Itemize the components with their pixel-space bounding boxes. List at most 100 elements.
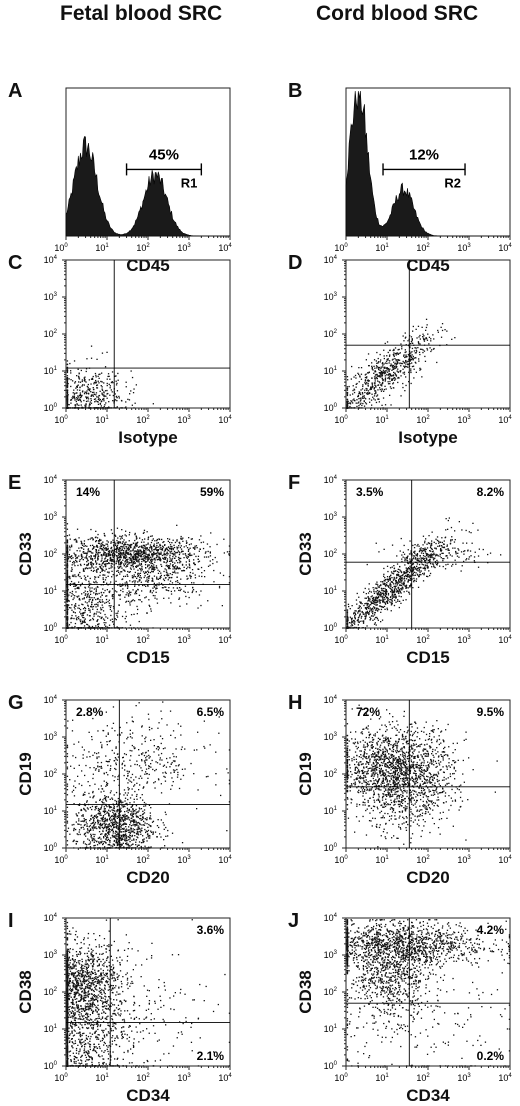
scatter-point: [113, 542, 114, 543]
scatter-point: [443, 553, 444, 554]
scatter-point: [349, 386, 350, 387]
x-tick-label: 103: [177, 415, 191, 425]
scatter-point: [377, 378, 378, 379]
scatter-point: [418, 361, 419, 362]
scatter-point: [78, 588, 79, 589]
scatter-point: [352, 390, 353, 391]
scatter-point: [172, 568, 173, 569]
scatter-point: [376, 608, 377, 609]
scatter-point: [437, 564, 438, 565]
scatter-point: [140, 573, 141, 574]
scatter-point: [147, 549, 148, 550]
scatter-point: [156, 547, 157, 548]
scatter-point: [91, 570, 92, 571]
scatter-point: [133, 568, 134, 569]
scatter-point: [366, 603, 367, 604]
scatter-point: [111, 547, 112, 548]
scatter-point: [100, 546, 101, 547]
scatter-point: [367, 564, 368, 565]
scatter-point: [110, 607, 111, 608]
scatter-point: [424, 549, 425, 550]
scatter-point: [150, 563, 151, 564]
scatter-point: [154, 587, 155, 588]
scatter-point: [393, 565, 394, 566]
scatter-point: [186, 564, 187, 565]
scatter-point: [424, 556, 425, 557]
scatter-point: [141, 566, 142, 567]
scatter-point: [103, 610, 104, 611]
scatter-point: [229, 551, 230, 552]
scatter-point: [361, 627, 362, 628]
scatter-point: [67, 561, 68, 562]
scatter-point: [67, 597, 68, 598]
scatter-point: [81, 558, 82, 559]
x-tick-label: 100: [334, 243, 348, 253]
scatter-point: [77, 550, 78, 551]
scatter-point: [131, 544, 132, 545]
scatter-point: [135, 576, 136, 577]
scatter-point: [369, 398, 370, 399]
scatter-point: [425, 568, 426, 569]
scatter-point: [398, 572, 399, 573]
scatter-point: [82, 604, 83, 605]
scatter-point: [116, 563, 117, 564]
scatter-point: [101, 543, 102, 544]
scatter-point: [91, 403, 92, 404]
scatter-point: [67, 592, 68, 593]
scatter-point: [413, 366, 414, 367]
scatter-point: [67, 364, 68, 365]
scatter-point: [474, 556, 475, 557]
scatter-point: [110, 407, 111, 408]
scatter-point: [391, 603, 392, 604]
scatter-point: [393, 571, 394, 572]
scatter-point: [79, 378, 80, 379]
scatter-point: [127, 564, 128, 565]
scatter-point: [67, 572, 68, 573]
scatter-point: [105, 549, 106, 550]
scatter-point: [86, 401, 87, 402]
scatter-point: [84, 393, 85, 394]
scatter-point: [180, 538, 181, 539]
scatter-point: [371, 615, 372, 616]
scatter-point: [111, 389, 112, 390]
scatter-point: [136, 543, 137, 544]
scatter-point: [374, 593, 375, 594]
scatter-point: [419, 343, 420, 344]
scatter-point: [401, 538, 402, 539]
scatter-point: [80, 609, 81, 610]
scatter-point: [76, 375, 77, 376]
scatter-point: [78, 396, 79, 397]
scatter-point: [166, 565, 167, 566]
scatter-point: [352, 605, 353, 606]
scatter-point: [180, 590, 181, 591]
scatter-point: [67, 383, 68, 384]
scatter-point: [104, 590, 105, 591]
scatter-point: [90, 627, 91, 628]
scatter-point: [69, 576, 70, 577]
scatter-point: [102, 542, 103, 543]
scatter-point: [106, 544, 107, 545]
scatter-point: [128, 601, 129, 602]
scatter-point: [171, 591, 172, 592]
scatter-point: [352, 407, 353, 408]
scatter-point: [89, 590, 90, 591]
scatter-point: [118, 572, 119, 573]
scatter-point: [378, 597, 379, 598]
scatter-point: [434, 542, 435, 543]
scatter-point: [74, 554, 75, 555]
y-tick-label: 100: [324, 403, 338, 413]
scatter-point: [380, 370, 381, 371]
scatter-point: [374, 604, 375, 605]
scatter-point: [92, 626, 93, 627]
scatter-point: [447, 529, 448, 530]
scatter-point: [368, 381, 369, 382]
scatter-point: [354, 392, 355, 393]
scatter-point: [418, 567, 419, 568]
scatter-point: [405, 361, 406, 362]
scatter-point: [88, 563, 89, 564]
scatter-point: [164, 557, 165, 558]
scatter-point: [369, 591, 370, 592]
scatter-point: [132, 377, 133, 378]
scatter-point: [130, 562, 131, 563]
